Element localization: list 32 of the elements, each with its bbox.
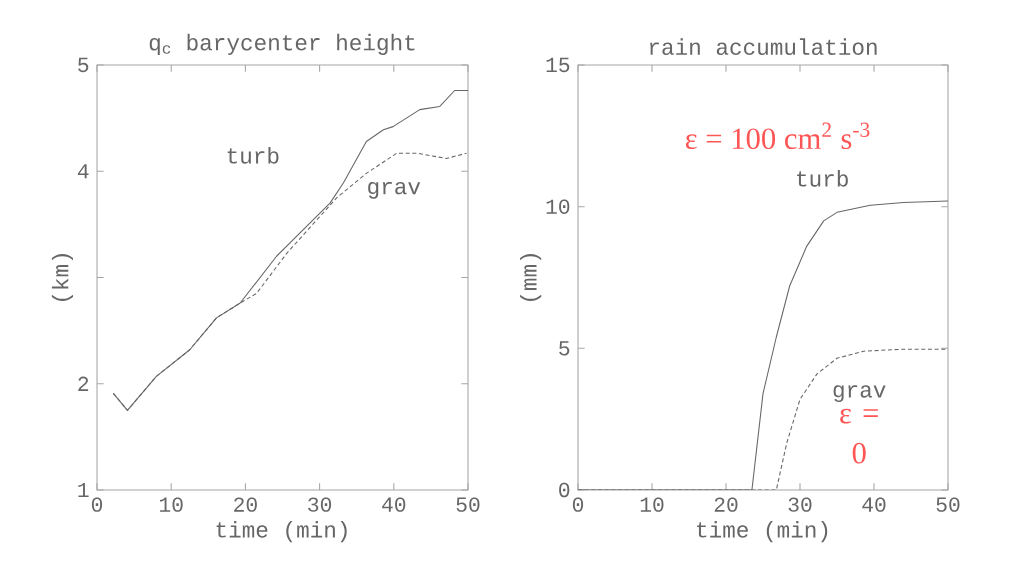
x-tick-label: 30 bbox=[308, 497, 332, 512]
x-tick-label: 10 bbox=[159, 497, 183, 512]
y-axis-title: (km) bbox=[51, 254, 74, 301]
y-tick-label: 5 bbox=[559, 341, 570, 356]
chart-title: rain accumulation bbox=[650, 38, 877, 55]
annotation: ε = 100 cm$^{2}$ s$^{-3}$ bbox=[685, 122, 870, 150]
series-label: grav bbox=[368, 181, 421, 199]
x-tick-label: 30 bbox=[788, 497, 812, 512]
x-tick-label: 40 bbox=[862, 497, 886, 512]
x-tick-label: 0 bbox=[91, 497, 103, 512]
y-tick-label: 5 bbox=[78, 57, 89, 73]
y-tick-label: 2 bbox=[78, 376, 89, 391]
y-tick-label: 4 bbox=[77, 164, 89, 179]
y-tick-label: 0 bbox=[559, 482, 570, 498]
y-tick-label: 15 bbox=[546, 57, 570, 73]
x-tick-label: 0 bbox=[572, 497, 584, 512]
chart-title: q$_{c}$ barycenter height bbox=[149, 33, 415, 55]
x-tick-label: 10 bbox=[640, 497, 664, 512]
series-label: grav bbox=[833, 385, 886, 403]
x-tick-label: 20 bbox=[234, 497, 257, 512]
text: turb bbox=[227, 147, 279, 164]
x-tick-label: 20 bbox=[714, 497, 738, 512]
y-tick-label: 1 bbox=[78, 482, 89, 498]
x-axis-title: time (min) bbox=[697, 521, 828, 543]
x-axis-title: time (min) bbox=[216, 521, 347, 543]
annotation: ε = 0 bbox=[840, 408, 878, 464]
series-label: turb bbox=[797, 170, 848, 187]
x-tick-label: 50 bbox=[936, 497, 960, 512]
x-tick-label: 40 bbox=[382, 497, 406, 512]
x-tick-label: 50 bbox=[456, 497, 480, 512]
y-axis-title: (mm) bbox=[520, 254, 542, 301]
y-tick-label: 10 bbox=[546, 199, 570, 214]
